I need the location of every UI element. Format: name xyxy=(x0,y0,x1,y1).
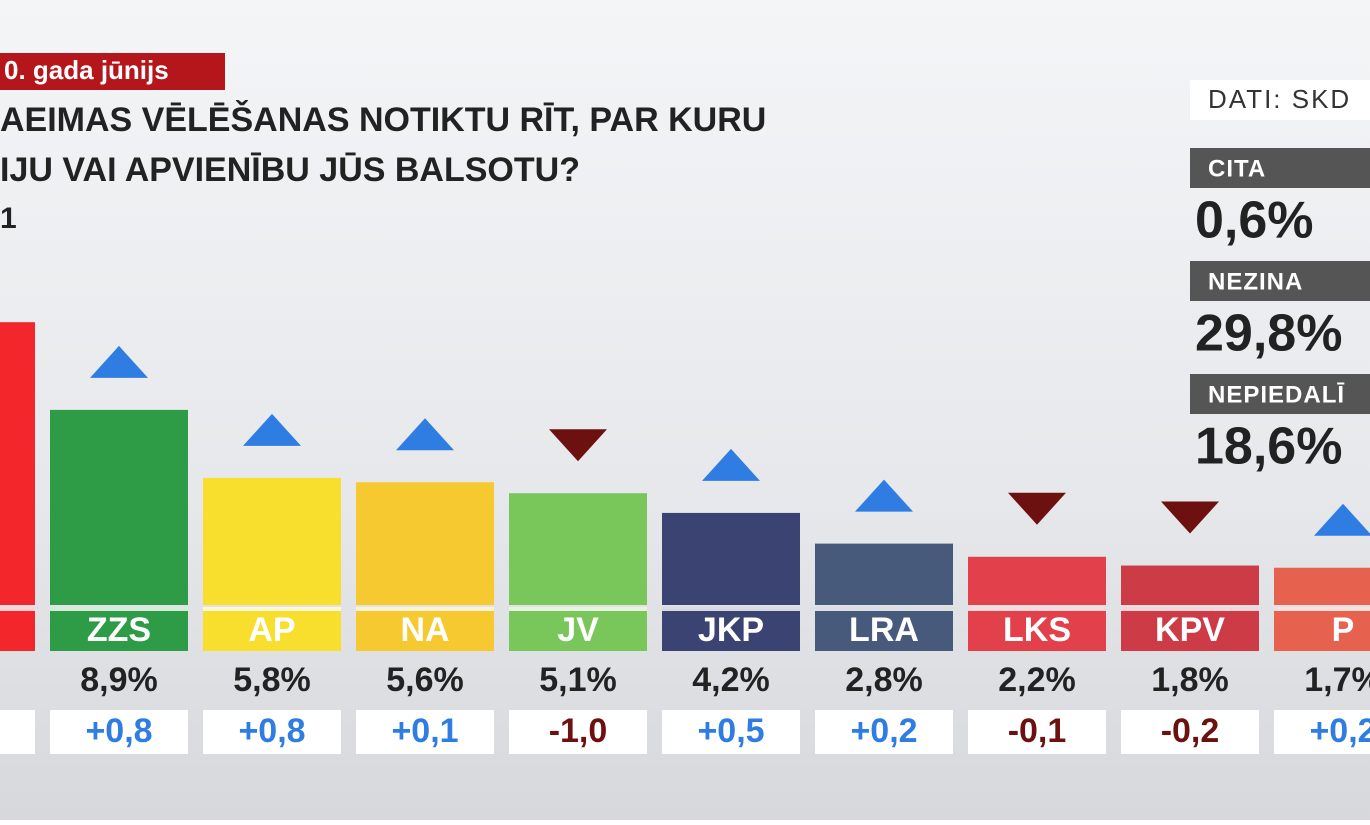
category-stripe xyxy=(356,607,494,611)
category-box xyxy=(662,607,800,651)
change-arrow xyxy=(702,448,760,481)
bar xyxy=(662,512,800,605)
change-arrow xyxy=(90,345,148,378)
category-box xyxy=(203,607,341,651)
change-box xyxy=(509,710,647,754)
stat-label: NEZINA xyxy=(1208,268,1303,295)
change-box xyxy=(662,710,800,754)
category-stripe xyxy=(0,607,35,611)
change-label: -0,1 xyxy=(1008,712,1067,750)
category-stripe xyxy=(50,607,188,611)
bar xyxy=(203,477,341,605)
value-label: 2,8% xyxy=(845,661,923,699)
change-box xyxy=(1121,710,1259,754)
bar xyxy=(356,482,494,605)
category-label: P xyxy=(1332,611,1355,649)
value-label: 1,8% xyxy=(1151,661,1229,699)
stat-label-box xyxy=(1190,148,1370,188)
change-label: -0,2 xyxy=(1161,712,1220,750)
category-box xyxy=(968,607,1106,651)
category-box xyxy=(1274,607,1370,651)
change-arrow xyxy=(1161,501,1219,534)
stat-value: 18,6% xyxy=(1195,418,1342,476)
change-box xyxy=(968,710,1106,754)
category-stripe xyxy=(203,607,341,611)
change-box xyxy=(356,710,494,754)
change-box xyxy=(50,710,188,754)
value-label: 8,9% xyxy=(80,661,158,699)
category-label: ZZS xyxy=(87,611,151,649)
value-label: 5,1% xyxy=(539,661,617,699)
change-label: +0,8 xyxy=(85,712,152,750)
stat-label: CITA xyxy=(1208,155,1266,182)
value-label: 5,8% xyxy=(233,661,311,699)
stat-label: NEPIEDALĪ xyxy=(1208,381,1345,408)
source-box xyxy=(1190,80,1370,120)
category-label: AP xyxy=(248,611,295,649)
change-label: +0,2 xyxy=(1309,712,1370,750)
category-label: LKS xyxy=(1003,611,1071,649)
category-stripe xyxy=(662,607,800,611)
stat-value: 0,6% xyxy=(1195,192,1314,250)
category-stripe xyxy=(815,607,953,611)
bar xyxy=(0,322,35,605)
category-label: LRA xyxy=(849,611,919,649)
category-stripe xyxy=(509,607,647,611)
category-stripe xyxy=(1121,607,1259,611)
change-box xyxy=(203,710,341,754)
bar xyxy=(509,493,647,605)
change-box xyxy=(1274,710,1370,754)
title-line: 1 xyxy=(0,202,17,235)
change-label: -1,0 xyxy=(549,712,608,750)
title-line: AEIMAS VĒLĒŠANAS NOTIKTU RĪT, PAR KURU xyxy=(0,100,766,139)
change-label: +0,8 xyxy=(238,712,305,750)
change-arrow xyxy=(855,479,913,512)
bar xyxy=(1121,565,1259,605)
change-box xyxy=(0,710,35,754)
category-stripe xyxy=(968,607,1106,611)
stat-label-box xyxy=(1190,261,1370,301)
category-box xyxy=(509,607,647,651)
category-stripe xyxy=(1274,607,1370,611)
category-box xyxy=(1121,607,1259,651)
date-label: 0. gada jūnijs xyxy=(4,55,169,85)
category-label: JV xyxy=(557,611,599,649)
title-line: IJU VAI APVIENĪBU JŪS BALSOTU? xyxy=(0,151,580,189)
category-box xyxy=(815,607,953,651)
value-label: 4,2% xyxy=(692,661,770,699)
stat-value: 29,8% xyxy=(1195,305,1342,363)
category-label: NA xyxy=(400,611,449,649)
category-box xyxy=(50,607,188,651)
category-box xyxy=(356,607,494,651)
change-arrow xyxy=(1008,492,1066,525)
source: DATI: SKD xyxy=(1208,84,1351,114)
change-arrow xyxy=(549,429,607,462)
bar xyxy=(50,409,188,605)
value-label: 1,7% xyxy=(1304,661,1370,699)
change-label: +0,2 xyxy=(850,712,917,750)
category-label: KPV xyxy=(1155,611,1225,649)
bar xyxy=(815,543,953,605)
change-arrow xyxy=(396,418,454,451)
category-label: JKP xyxy=(698,611,764,649)
stat-label-box xyxy=(1190,374,1370,414)
change-label: +0,5 xyxy=(697,712,764,750)
bar xyxy=(1274,567,1370,605)
value-label: 2,2% xyxy=(998,661,1076,699)
change-arrow xyxy=(243,413,301,446)
bar xyxy=(968,556,1106,605)
change-box xyxy=(815,710,953,754)
change-arrow xyxy=(1314,503,1370,536)
date-box xyxy=(0,53,225,90)
category-box xyxy=(0,607,35,651)
change-label: +0,1 xyxy=(391,712,458,750)
value-label: 5,6% xyxy=(386,661,464,699)
